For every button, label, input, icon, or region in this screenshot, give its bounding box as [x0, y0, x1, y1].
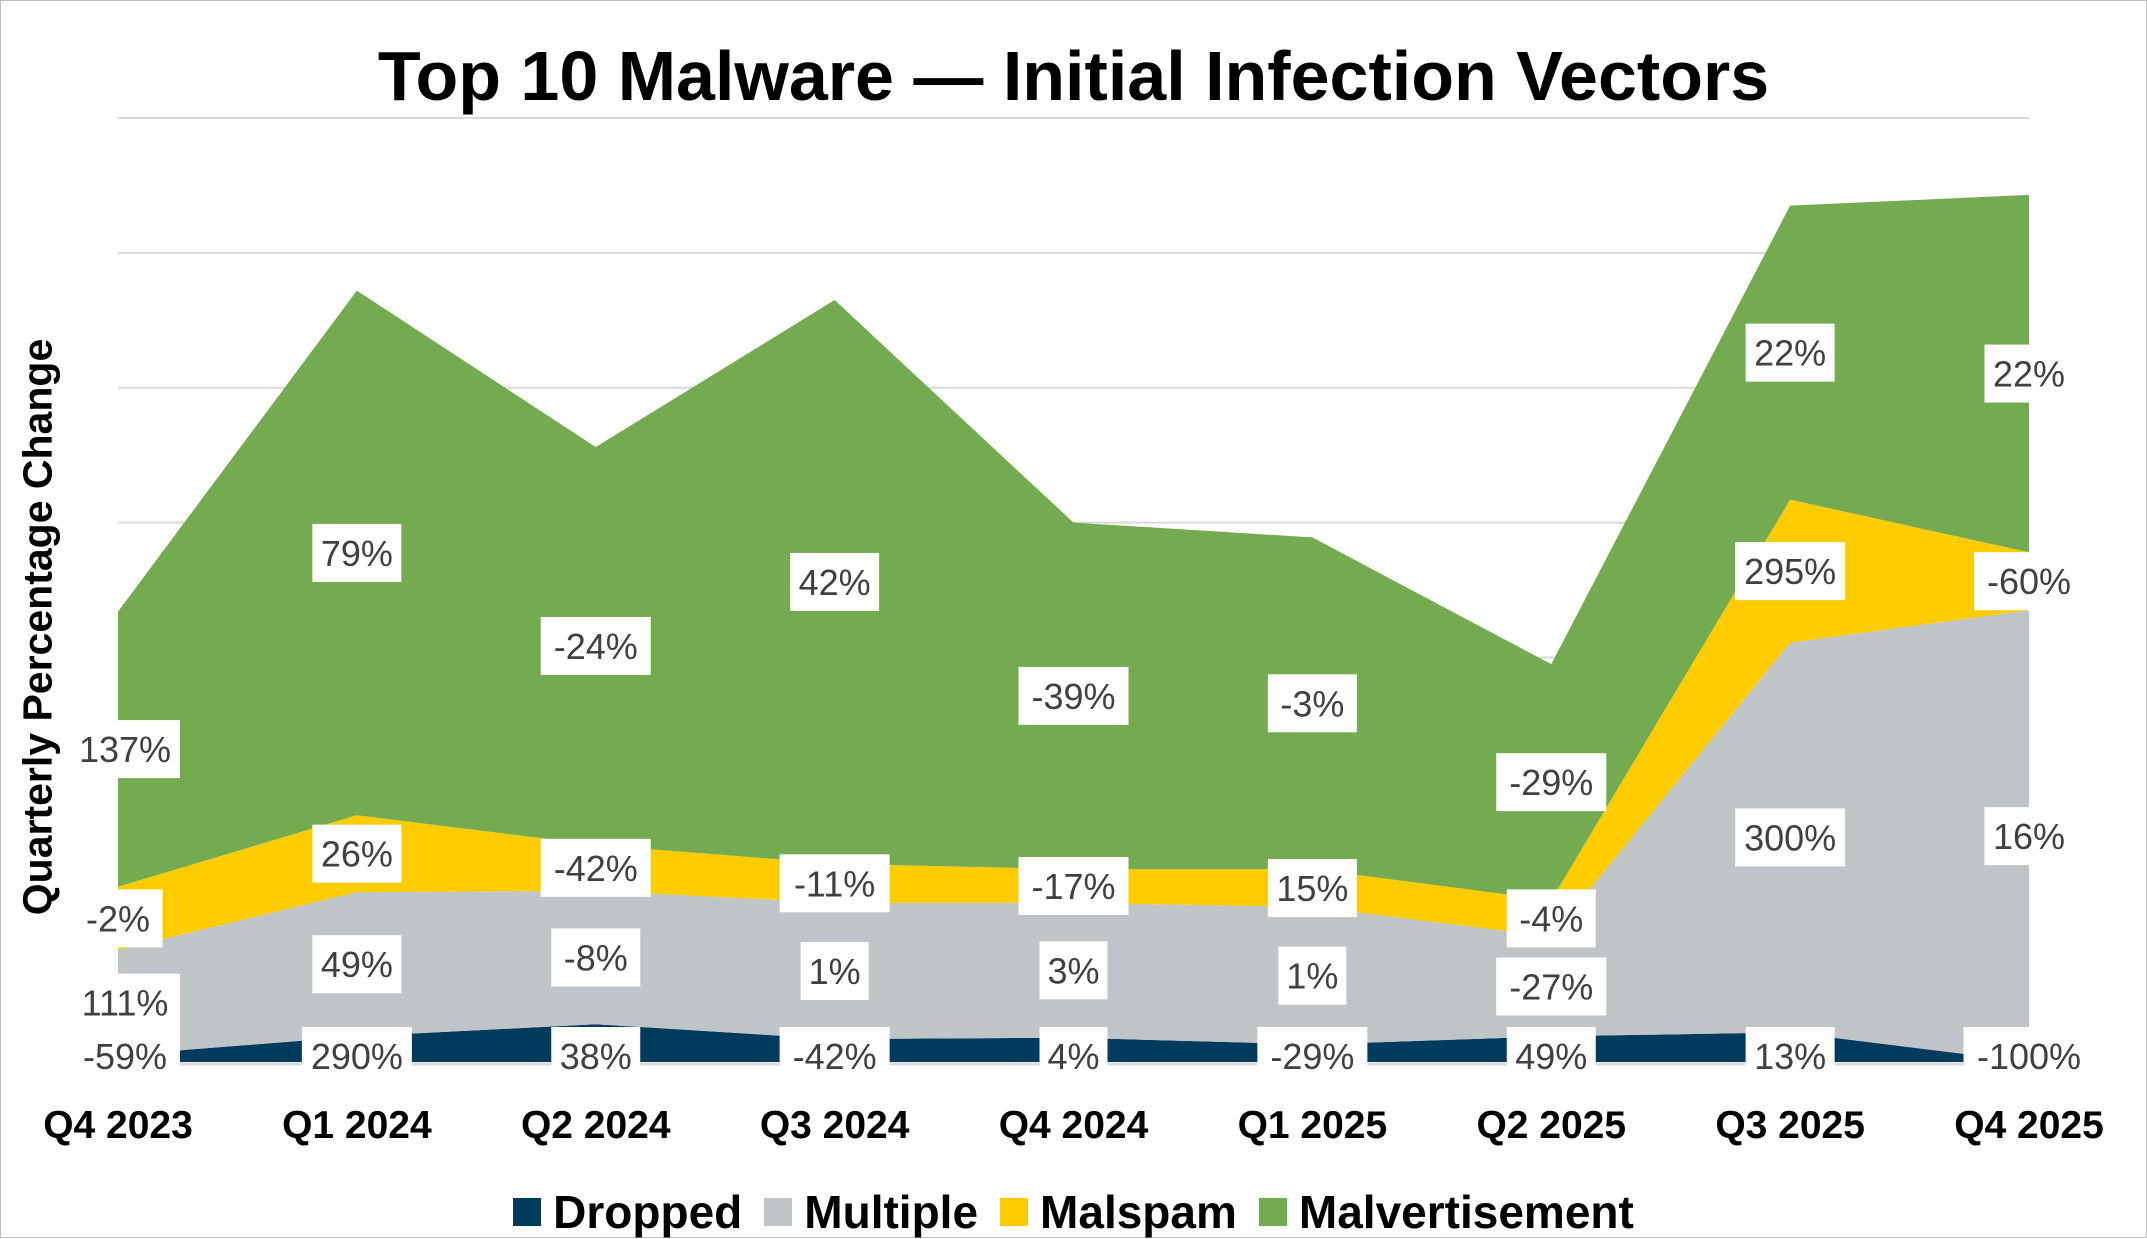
data-label-dropped: 4% [1047, 1036, 1099, 1077]
data-label-box [1496, 753, 1607, 812]
data-label-box [1984, 807, 2074, 866]
x-tick-label: Q1 2024 [282, 1104, 432, 1147]
legend-swatch-malspam [1000, 1198, 1029, 1226]
legend-item-dropped: Dropped [513, 1185, 742, 1239]
data-label-box [1735, 808, 1846, 867]
data-label-box [1745, 323, 1835, 382]
data-label-box [1506, 889, 1596, 948]
data-label-box [73, 889, 163, 948]
data-label-multiple: 16% [1993, 816, 2065, 857]
data-label-malspam: -17% [1031, 866, 1115, 907]
legend-swatch-dropped [513, 1198, 542, 1226]
chart-title: Top 10 Malware — Initial Infection Vecto… [377, 37, 1770, 115]
data-label-box [70, 973, 180, 1032]
data-label-multiple: 3% [1047, 950, 1099, 991]
data-label-box [1974, 552, 2084, 611]
data-label-box [1506, 1027, 1596, 1085]
data-label-multiple: 1% [809, 951, 861, 992]
data-label-malspam: 295% [1744, 551, 1836, 592]
data-label-box [1257, 1027, 1368, 1085]
data-label-malspam: -4% [1519, 898, 1583, 939]
data-label-dropped: 49% [1515, 1036, 1587, 1077]
data-label-box [1278, 946, 1347, 1005]
data-label-box [551, 1027, 641, 1085]
data-label-malvertisement: -24% [554, 626, 638, 667]
data-label-box [1267, 859, 1357, 918]
legend-label-malspam: Malspam [1040, 1186, 1237, 1238]
legend-item-multiple: Multiple [764, 1185, 978, 1239]
data-label-malvertisement: -3% [1280, 683, 1344, 724]
data-label-malvertisement: 22% [1754, 333, 1826, 374]
data-label-box [540, 616, 651, 675]
data-label-box [301, 1027, 412, 1085]
legend-label-dropped: Dropped [553, 1186, 743, 1238]
data-label-dropped: -42% [793, 1036, 877, 1077]
x-tick-label: Q4 2025 [1954, 1104, 2104, 1147]
data-label-box [312, 935, 402, 994]
data-label-malspam: 26% [321, 834, 393, 875]
data-label-malspam: -2% [86, 898, 150, 939]
data-label-box [1039, 941, 1108, 1000]
data-label-dropped: -29% [1270, 1036, 1354, 1077]
legend: Dropped Multiple Malspam Malvertisement [0, 1185, 2147, 1239]
data-label-box [779, 1027, 890, 1085]
x-tick-label: Q3 2025 [1715, 1104, 1865, 1147]
data-label-box [70, 720, 180, 779]
data-label-dropped: -100% [1977, 1036, 2081, 1077]
data-label-box [1267, 674, 1357, 733]
data-label-box [312, 523, 402, 582]
data-label-malvertisement: -39% [1031, 676, 1115, 717]
data-label-multiple: 111% [82, 983, 169, 1024]
data-label-box [70, 1027, 180, 1085]
data-label-box [1039, 1027, 1108, 1085]
data-label-box [1735, 542, 1846, 601]
data-label-box [790, 552, 880, 611]
legend-swatch-multiple [764, 1198, 793, 1226]
data-label-multiple: 49% [321, 944, 393, 985]
x-tick-label: Q1 2025 [1238, 1104, 1388, 1147]
data-label-malspam: -11% [794, 863, 875, 904]
x-tick-label: Q3 2024 [760, 1104, 910, 1147]
data-label-box [540, 838, 651, 897]
data-label-malvertisement: 137% [79, 729, 171, 770]
data-label-dropped: 290% [311, 1036, 403, 1077]
data-label-malvertisement: 22% [1993, 354, 2065, 395]
legend-swatch-malvertisement [1258, 1198, 1287, 1226]
data-label-multiple: -27% [1509, 966, 1593, 1007]
data-label-malvertisement: 79% [321, 533, 393, 574]
legend-item-malvertisement: Malvertisement [1258, 1185, 1634, 1239]
area-malvertisement [118, 194, 2029, 901]
legend-label-malvertisement: Malvertisement [1298, 1186, 1634, 1238]
data-label-box [551, 928, 641, 987]
data-label-malvertisement: 42% [799, 562, 871, 603]
x-tick-label: Q2 2025 [1476, 1104, 1626, 1147]
data-label-dropped: 13% [1754, 1036, 1826, 1077]
legend-label-multiple: Multiple [804, 1186, 979, 1238]
legend-item-malspam: Malspam [1000, 1185, 1237, 1239]
data-label-dropped: 38% [560, 1036, 632, 1077]
data-label-box [1018, 857, 1129, 916]
data-label-box [800, 941, 869, 1000]
data-label-malspam: -60% [1987, 561, 2071, 602]
data-label-dropped: -59% [83, 1036, 167, 1077]
data-label-multiple: -8% [564, 937, 628, 978]
x-tick-label: Q4 2023 [43, 1104, 193, 1147]
data-label-box [1496, 957, 1607, 1016]
data-label-malvertisement: -29% [1509, 762, 1593, 803]
data-label-malspam: -42% [554, 848, 638, 889]
x-tick-label: Q4 2024 [999, 1104, 1149, 1147]
x-tick-label: Q2 2024 [521, 1104, 671, 1147]
data-label-box [1963, 1027, 2095, 1085]
data-label-box [1984, 344, 2074, 403]
data-label-multiple: 300% [1744, 817, 1836, 858]
data-label-malspam: 15% [1276, 868, 1348, 909]
data-label-box [779, 854, 890, 913]
data-label-multiple: 1% [1286, 956, 1338, 997]
data-label-box [312, 824, 402, 883]
data-label-box [1745, 1027, 1835, 1085]
data-label-box [1018, 666, 1129, 725]
